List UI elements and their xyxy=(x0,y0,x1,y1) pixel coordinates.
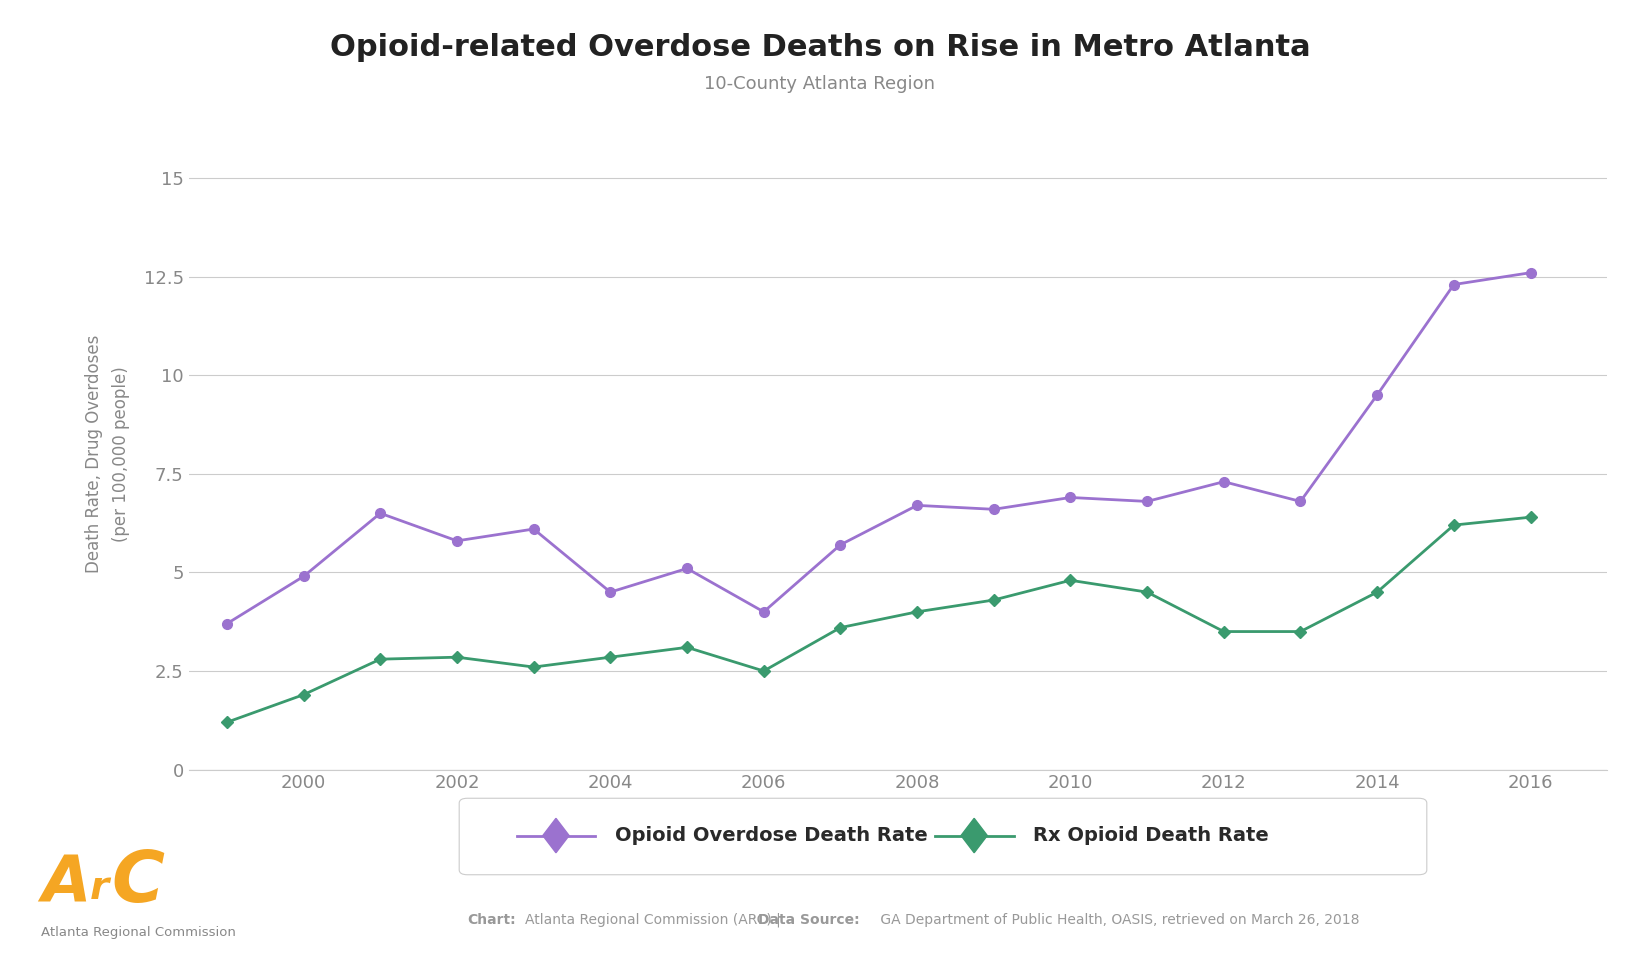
Text: Opioid-related Overdose Deaths on Rise in Metro Atlanta: Opioid-related Overdose Deaths on Rise i… xyxy=(329,33,1310,62)
Text: Atlanta Regional Commission: Atlanta Regional Commission xyxy=(41,925,236,939)
Y-axis label: Death Rate, Drug Overdoses
(per 100,000 people): Death Rate, Drug Overdoses (per 100,000 … xyxy=(85,335,129,574)
Text: C: C xyxy=(111,848,164,917)
X-axis label: YEAR: YEAR xyxy=(870,804,924,821)
Text: Chart:: Chart: xyxy=(467,913,516,926)
Text: Opioid Overdose Death Rate: Opioid Overdose Death Rate xyxy=(615,826,928,845)
Text: r: r xyxy=(90,869,110,907)
Text: Data Source:: Data Source: xyxy=(757,913,859,926)
Text: 10-County Atlanta Region: 10-County Atlanta Region xyxy=(705,75,934,93)
Text: Atlanta Regional Commission (ARC) |: Atlanta Regional Commission (ARC) | xyxy=(524,912,785,927)
Text: A: A xyxy=(41,854,90,915)
Text: Rx Opioid Death Rate: Rx Opioid Death Rate xyxy=(1033,826,1269,845)
Text: GA Department of Public Health, OASIS, retrieved on March 26, 2018: GA Department of Public Health, OASIS, r… xyxy=(875,913,1359,926)
